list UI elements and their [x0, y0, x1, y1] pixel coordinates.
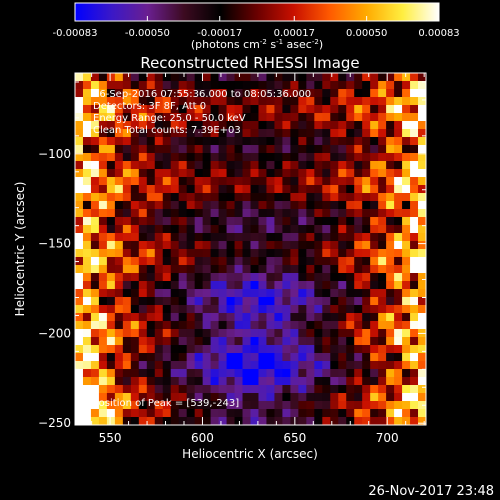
y-tick-label: −150	[38, 237, 71, 251]
colorbar-unit: (photons cm-2 s-1 asec-2)	[191, 38, 323, 51]
x-tick-label: 600	[191, 431, 214, 445]
y-tick-label: −250	[38, 416, 71, 430]
y-tick-label: −200	[38, 326, 71, 340]
x-tick-label: 650	[283, 431, 306, 445]
colorbar-tick-label: 0.00083	[418, 28, 459, 39]
colorbar	[74, 2, 440, 22]
annotation-time-range: 26-Sep-2016 07:55:36.000 to 08:05:36.000	[93, 89, 311, 100]
y-axis-label: Heliocentric Y (arcsec)	[13, 182, 27, 317]
annotation-clean-counts: Clean Total counts: 7.39E+03	[93, 125, 241, 136]
axis-ticks: 550 600 650 700 −100 −150 −200 −250	[38, 73, 426, 445]
colorbar-ticks: -0.00083 -0.00050 -0.00017 0.00017 0.00050 0.…	[53, 16, 460, 39]
peak-position-label: Position of Peak = [539,-243]	[93, 398, 239, 409]
heatmap-image	[75, 73, 426, 425]
x-tick-label: 550	[99, 431, 122, 445]
annotation-block: 26-Sep-2016 07:55:36.000 to 08:05:36.000…	[93, 89, 311, 136]
x-axis-label: Heliocentric X (arcsec)	[182, 447, 318, 461]
annotation-detectors: Detectors: 3F 8F, Att 0	[93, 101, 206, 112]
colorbar-tick-label: -0.00083	[53, 28, 98, 39]
x-tick-label: 700	[376, 431, 399, 445]
colorbar-tick-label: -0.00050	[125, 28, 170, 39]
annotation-energy-range: Energy Range: 25.0 - 50.0 keV	[93, 113, 246, 124]
y-tick-label: −100	[38, 147, 71, 161]
footer-timestamp: 26-Nov-2017 23:48	[368, 484, 494, 499]
chart-title: Reconstructed RHESSI Image	[140, 54, 359, 72]
colorbar-tick-label: 0.00017	[274, 28, 315, 39]
colorbar-tick-label: 0.00050	[346, 28, 387, 39]
plot-frame	[74, 72, 427, 426]
colorbar-tick-label: -0.00017	[197, 28, 242, 39]
